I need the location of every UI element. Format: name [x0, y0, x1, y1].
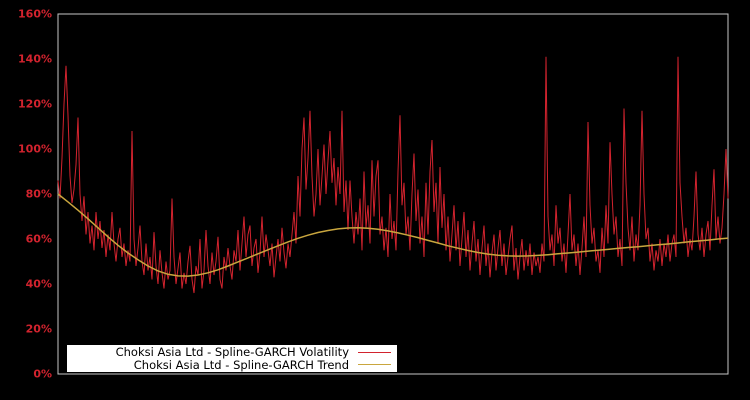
- y-axis: 0% 20% 40% 60% 80% 100% 120% 140% 160%: [0, 0, 52, 400]
- legend-label-volatility: Choksi Asia Ltd - Spline-GARCH Volatilit…: [115, 345, 349, 360]
- legend-label-trend: Choksi Asia Ltd - Spline-GARCH Trend: [133, 357, 349, 372]
- trend-series-line: [57, 193, 729, 277]
- y-axis-label: 160%: [18, 7, 52, 21]
- legend-row-trend: Choksi Asia Ltd - Spline-GARCH Trend: [71, 359, 391, 372]
- y-axis-label: 120%: [18, 97, 52, 111]
- y-axis-label: 0%: [33, 367, 52, 381]
- y-axis-label: 100%: [18, 142, 52, 156]
- legend-row-volatility: Choksi Asia Ltd - Spline-GARCH Volatilit…: [71, 346, 391, 359]
- y-axis-label: 60%: [25, 232, 52, 246]
- y-axis-label: 40%: [25, 277, 52, 291]
- volatility-series-line: [57, 56, 729, 294]
- trend-line-sample: [358, 364, 391, 366]
- y-axis-label: 140%: [18, 52, 52, 66]
- y-axis-label: 20%: [25, 322, 52, 336]
- plot-border: [57, 13, 729, 375]
- volatility-line-sample: [358, 351, 391, 353]
- y-axis-label: 80%: [25, 187, 52, 201]
- legend: Choksi Asia Ltd - Spline-GARCH Volatilit…: [67, 345, 397, 372]
